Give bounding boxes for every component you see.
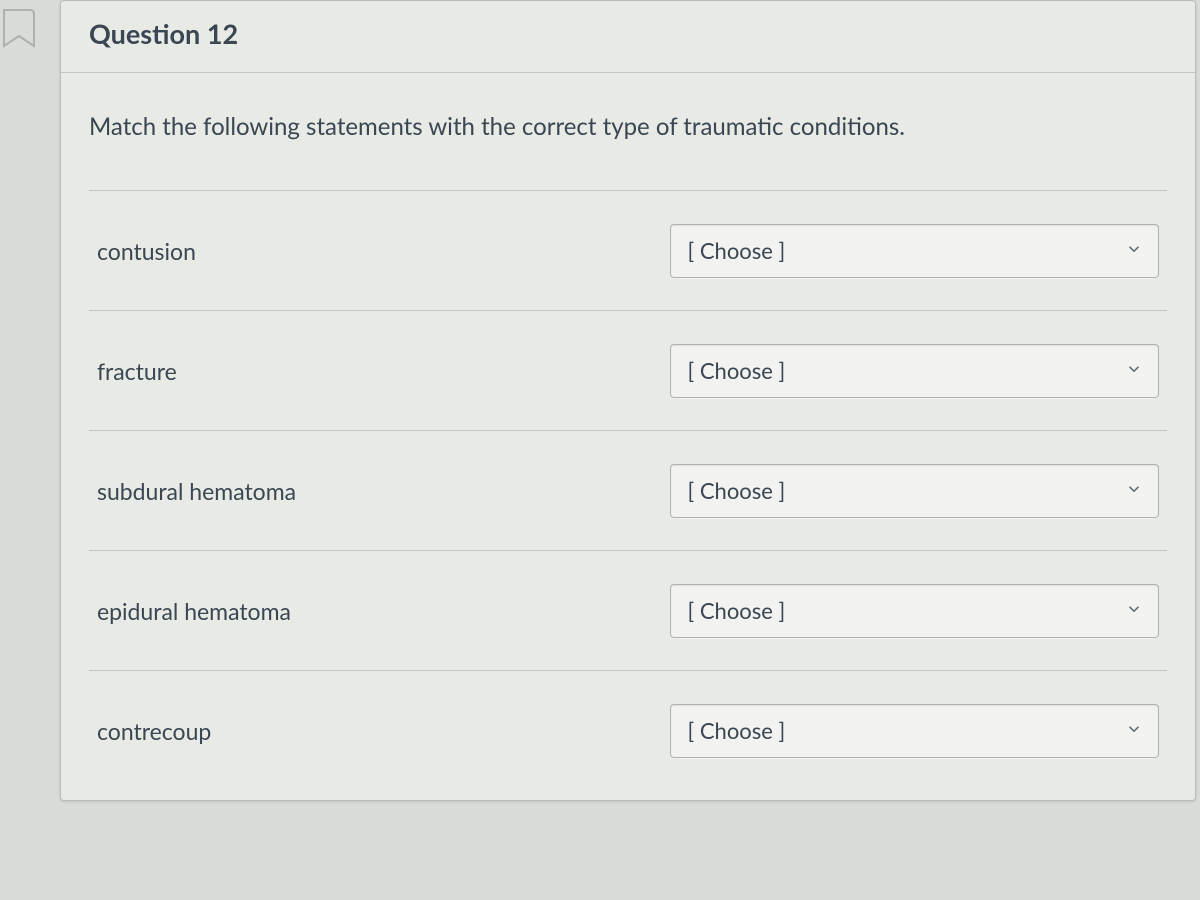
match-label-contusion: contusion bbox=[97, 237, 607, 265]
match-label-contrecoup: contrecoup bbox=[97, 717, 607, 745]
select-value: [ Choose ] bbox=[687, 477, 785, 504]
question-title: Question 12 bbox=[89, 17, 1167, 50]
match-row: epidural hematoma [ Choose ] bbox=[89, 550, 1167, 670]
question-header: Question 12 bbox=[61, 1, 1195, 73]
bookmark-icon[interactable] bbox=[0, 8, 38, 50]
select-fracture[interactable]: [ Choose ] bbox=[670, 344, 1159, 398]
select-contusion[interactable]: [ Choose ] bbox=[670, 224, 1159, 278]
select-value: [ Choose ] bbox=[687, 717, 785, 744]
select-box[interactable]: [ Choose ] bbox=[670, 464, 1159, 518]
select-value: [ Choose ] bbox=[687, 597, 785, 624]
select-box[interactable]: [ Choose ] bbox=[670, 344, 1159, 398]
match-row: contrecoup [ Choose ] bbox=[89, 670, 1167, 790]
match-label-fracture: fracture bbox=[97, 357, 607, 385]
select-box[interactable]: [ Choose ] bbox=[670, 704, 1159, 758]
select-box[interactable]: [ Choose ] bbox=[670, 584, 1159, 638]
select-contrecoup[interactable]: [ Choose ] bbox=[670, 704, 1159, 758]
select-box[interactable]: [ Choose ] bbox=[670, 224, 1159, 278]
match-list: contusion [ Choose ] fracture bbox=[89, 190, 1167, 790]
match-row: fracture [ Choose ] bbox=[89, 310, 1167, 430]
select-value: [ Choose ] bbox=[687, 357, 785, 384]
match-row: subdural hematoma [ Choose ] bbox=[89, 430, 1167, 550]
question-card: Question 12 Match the following statemen… bbox=[60, 0, 1196, 801]
match-label-epidural: epidural hematoma bbox=[97, 597, 607, 625]
quiz-page: Question 12 Match the following statemen… bbox=[0, 0, 1200, 801]
match-row: contusion [ Choose ] bbox=[89, 190, 1167, 310]
question-body: Match the following statements with the … bbox=[61, 73, 1195, 800]
select-subdural[interactable]: [ Choose ] bbox=[670, 464, 1159, 518]
match-label-subdural: subdural hematoma bbox=[97, 477, 607, 505]
question-prompt: Match the following statements with the … bbox=[89, 111, 1167, 142]
select-value: [ Choose ] bbox=[687, 237, 785, 264]
select-epidural[interactable]: [ Choose ] bbox=[670, 584, 1159, 638]
